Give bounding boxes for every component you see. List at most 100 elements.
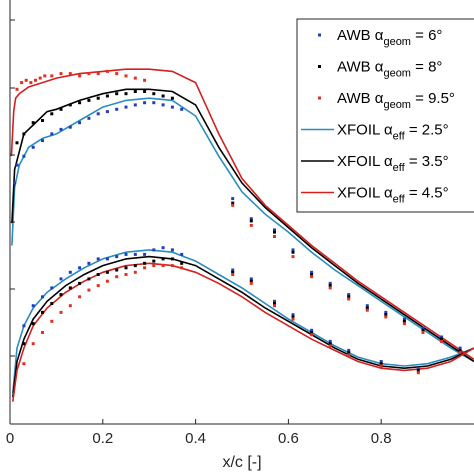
series-3-point	[13, 181, 17, 185]
series-4-point	[50, 302, 54, 305]
series-4-point	[96, 273, 100, 276]
series-3-point	[458, 346, 462, 350]
x-tick-label: 0.4	[185, 430, 206, 447]
series-5-point	[105, 69, 109, 73]
series-5-point	[24, 78, 28, 82]
series-3-point	[115, 107, 119, 111]
series-5-point	[440, 339, 443, 343]
series-4-point	[143, 261, 147, 265]
series-5-point	[310, 333, 314, 337]
series-4-point	[170, 257, 174, 261]
series-4-point	[291, 250, 295, 254]
series-4-point	[328, 342, 332, 346]
series-3-point	[124, 105, 128, 109]
series-5-point	[310, 275, 314, 279]
series-3-point	[115, 255, 119, 259]
series-3-point	[96, 257, 100, 261]
series-3-point	[180, 252, 184, 256]
series-4-point	[78, 281, 82, 285]
series-4-point	[31, 322, 35, 326]
series-5-point	[78, 295, 82, 299]
series-4-point	[124, 266, 128, 270]
series-3-point	[416, 366, 420, 370]
series-4-point	[115, 268, 119, 272]
series-3-point	[96, 112, 100, 116]
series-5-point	[231, 273, 235, 276]
series-3-point	[402, 317, 406, 321]
series-5-point	[231, 203, 235, 207]
series-3-point	[161, 103, 165, 107]
series-4-point	[124, 92, 128, 96]
series-3-point	[87, 116, 91, 120]
series-4-point	[143, 90, 147, 93]
series-1-lower-line	[12, 255, 474, 398]
legend-entry-label: XFOIL αeff = 4.5°	[337, 185, 449, 206]
series-3-point	[291, 313, 295, 317]
series-1-upper-line	[11, 88, 474, 363]
series-4-point	[152, 259, 156, 263]
series-4-point	[50, 112, 54, 116]
series-3-point	[50, 132, 54, 136]
series-5-point	[133, 270, 137, 274]
series-3-point	[152, 248, 156, 252]
series-5-point	[170, 264, 174, 268]
series-4-point	[31, 121, 35, 125]
series-5-point	[328, 286, 332, 290]
series-4-point	[41, 310, 44, 314]
series-3-point	[22, 324, 26, 328]
legend-marker	[318, 96, 321, 100]
series-5-point	[152, 264, 156, 268]
series-5-point	[41, 331, 44, 334]
series-3-point	[78, 266, 82, 270]
series-3-point	[22, 154, 26, 158]
series-3-point	[124, 252, 128, 256]
series-3-point	[365, 304, 369, 308]
series-4-point	[458, 348, 462, 352]
series-4-point	[310, 331, 314, 334]
series-4-point	[87, 98, 91, 102]
series-3-point	[249, 217, 253, 221]
series-3-point	[15, 163, 19, 167]
series-3-point	[31, 145, 35, 149]
series-5-point	[384, 315, 388, 319]
series-4-point	[249, 219, 253, 223]
series-5-point	[249, 223, 253, 227]
series-layer	[10, 68, 474, 402]
series-3-point	[170, 248, 174, 252]
series-5-point	[50, 319, 54, 323]
legend-entry-label: XFOIL αeff = 2.5°	[337, 122, 449, 143]
series-3-point	[68, 125, 72, 129]
legend-entry-label: XFOIL αeff = 3.5°	[337, 153, 449, 174]
series-5-point	[249, 281, 253, 285]
series-3-point	[152, 101, 156, 105]
series-5-point	[96, 72, 100, 76]
series-4-point	[41, 119, 44, 122]
series-5-point	[20, 81, 24, 85]
series-4-point	[273, 230, 276, 234]
series-4-point	[161, 94, 165, 98]
series-5-point	[68, 72, 72, 76]
x-tick-label: 0.8	[371, 430, 392, 447]
x-axis-label: x/c [-]	[222, 454, 261, 471]
series-4-point	[180, 261, 184, 265]
series-4-point	[421, 328, 425, 332]
series-5-point	[87, 72, 91, 76]
series-3-point	[105, 110, 109, 114]
series-5-point	[124, 273, 128, 276]
series-5-point	[43, 74, 47, 78]
series-3-point	[249, 277, 253, 281]
series-3-point	[50, 286, 54, 290]
series-4-point	[231, 270, 235, 274]
series-0-lower-line	[12, 249, 474, 393]
series-5-point	[15, 87, 19, 91]
series-5-point	[458, 351, 462, 355]
series-3-point	[291, 248, 295, 252]
series-2-upper-line	[10, 68, 474, 360]
series-3-point	[384, 310, 388, 314]
series-5-point	[180, 266, 184, 270]
series-5-point	[328, 344, 332, 348]
series-4-point	[133, 264, 137, 268]
axes-layer	[9, 0, 474, 425]
series-5-point	[379, 364, 383, 368]
